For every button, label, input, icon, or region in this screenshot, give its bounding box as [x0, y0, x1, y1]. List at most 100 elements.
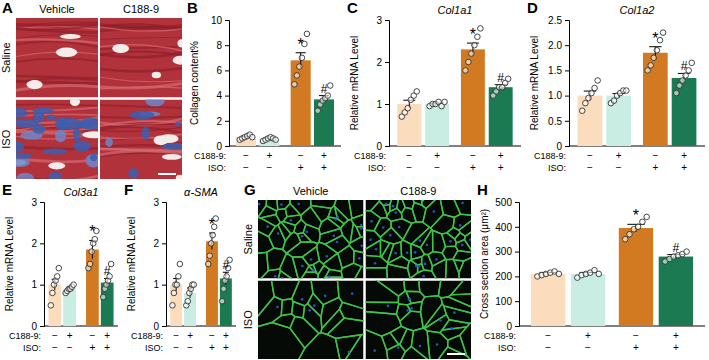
marks — [397, 26, 512, 146]
cell-membrane — [427, 331, 448, 359]
data-point — [327, 83, 333, 89]
nucleus — [418, 265, 421, 268]
nucleus — [422, 275, 425, 278]
bar — [571, 274, 605, 326]
condition-label: C188-9: — [484, 331, 516, 341]
condition-label: ISO: — [23, 343, 41, 353]
data-point — [442, 99, 448, 105]
scale-bar — [158, 173, 176, 175]
tick-label: 500 — [495, 197, 512, 208]
nucleus — [461, 244, 464, 247]
nucleus — [450, 327, 453, 330]
cell-membrane — [398, 291, 411, 305]
data-point — [294, 73, 300, 79]
nucleus — [449, 240, 452, 243]
condition-sign: + — [681, 150, 687, 161]
data-point — [50, 290, 56, 296]
plot: 00.51.01.52.02.5*#Col1a2Relative mRNA Le… — [529, 4, 705, 173]
cell-membrane — [390, 200, 399, 211]
data-point — [579, 108, 585, 114]
cell-membrane — [410, 270, 438, 278]
tick: 8 — [216, 40, 229, 51]
data-point — [221, 286, 227, 292]
nucleus — [360, 224, 363, 227]
data-point — [469, 51, 475, 57]
column-header: Vehicle — [293, 185, 328, 197]
y-axis: 0123 — [376, 15, 389, 152]
cell-membrane — [302, 246, 319, 265]
tick: 2.0 — [548, 40, 569, 51]
tick-label: 2 — [31, 238, 37, 249]
data-point — [171, 290, 177, 296]
tick-mark — [565, 121, 569, 122]
nucleus — [436, 343, 439, 346]
data-point — [640, 219, 646, 225]
condition-sign: − — [545, 342, 551, 353]
y-axis-title: Cross section area (μm²) — [479, 209, 490, 319]
cell-membrane — [366, 211, 381, 231]
condition-sign: + — [616, 150, 622, 161]
cell-membrane — [401, 346, 430, 359]
cell-membrane — [319, 228, 342, 244]
condition-label: C188-9: — [194, 151, 226, 161]
annotation: # — [321, 82, 328, 96]
cell-membrane — [366, 268, 388, 279]
fiber — [100, 83, 182, 88]
micrograph — [366, 281, 472, 360]
cell-membrane — [424, 304, 447, 329]
tick-label: 10 — [211, 15, 223, 26]
condition-sign: − — [67, 342, 73, 353]
row-header: ISO — [0, 129, 12, 148]
data-point — [689, 60, 695, 66]
fiber — [100, 124, 182, 128]
nucleus — [312, 269, 315, 272]
y-axis-line — [225, 21, 230, 147]
tick: 3 — [31, 197, 44, 208]
tick-label: 100 — [495, 296, 512, 307]
tick: 3 — [153, 197, 166, 208]
condition-sign: + — [223, 330, 229, 341]
condition-label: C188-9: — [9, 331, 41, 341]
data-point — [297, 64, 303, 70]
nucleus — [351, 292, 354, 295]
y-axis-line — [385, 21, 390, 147]
data-point — [586, 95, 592, 101]
nucleus — [461, 202, 464, 205]
nucleus — [414, 251, 417, 254]
tick: 10 — [211, 15, 229, 26]
condition-sign: − — [209, 330, 215, 341]
tick-label: 1 — [31, 279, 37, 290]
error-bar — [627, 224, 644, 231]
tick: 400 — [495, 222, 519, 233]
nucleus — [419, 345, 422, 348]
fiber — [16, 114, 98, 116]
marks — [578, 30, 697, 146]
cell-membrane — [407, 301, 422, 312]
error-bar — [89, 240, 95, 258]
data-point — [660, 30, 666, 36]
annotation: # — [681, 59, 688, 73]
condition-sign: − — [298, 150, 304, 161]
bar — [314, 99, 334, 146]
micrograph — [100, 100, 182, 180]
plot: 0123*#Col3a1Relative mRNA LevelC188-9:−+… — [4, 186, 118, 353]
fibrosis — [90, 154, 97, 161]
data-point — [177, 261, 183, 267]
condition-sign: − — [173, 330, 179, 341]
tick-mark — [565, 70, 569, 71]
chart-title: Col3a1 — [64, 186, 99, 198]
micrograph-bg — [258, 200, 364, 279]
cell-membrane — [423, 200, 443, 228]
cell-membrane — [285, 204, 300, 217]
condition-sign: + — [498, 162, 504, 173]
annotation: # — [223, 258, 230, 272]
tick: 1 — [31, 279, 44, 290]
cell-membrane — [303, 304, 322, 334]
tick-mark — [225, 70, 229, 71]
tick-label: 2 — [216, 116, 222, 127]
marks — [170, 216, 233, 326]
condition-label: ISO: — [498, 343, 516, 353]
y-axis: 0246810 — [211, 15, 230, 152]
data-point — [684, 249, 690, 255]
cell-membrane — [287, 242, 318, 257]
